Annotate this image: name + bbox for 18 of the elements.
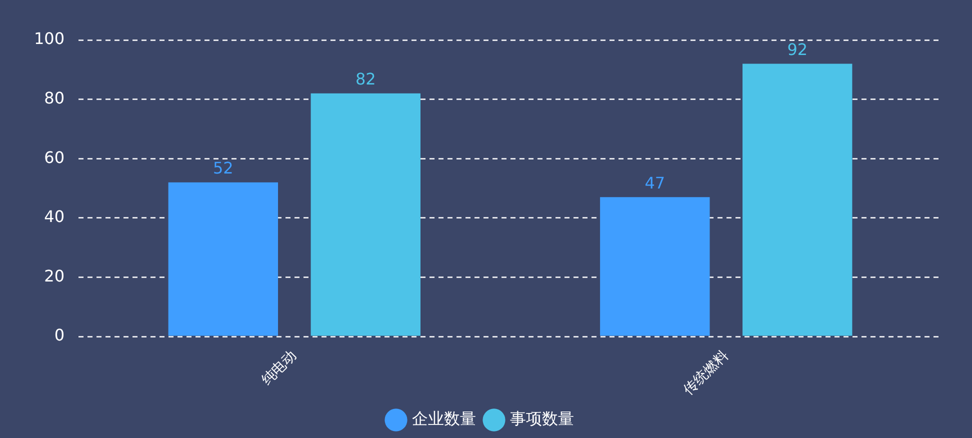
bar: [600, 197, 710, 336]
y-tick-label: 80: [44, 88, 65, 108]
bar: [742, 64, 852, 336]
data-label: 52: [212, 158, 234, 178]
legend-label: 企业数量: [412, 409, 476, 428]
bar: [168, 182, 278, 336]
y-tick-label: 40: [44, 207, 65, 226]
y-tick-label: 60: [44, 148, 65, 167]
bar: [310, 93, 420, 336]
x-tick-label: 纯电动: [258, 348, 300, 389]
x-tick-label: 传统燃料: [680, 348, 732, 398]
y-tick-label: 20: [44, 266, 65, 286]
data-label: 92: [787, 40, 808, 59]
y-tick-label: 0: [54, 326, 65, 345]
y-tick-label: 100: [34, 29, 65, 48]
data-label: 82: [355, 70, 376, 89]
data-label: 47: [644, 173, 666, 192]
legend-label: 事项数量: [510, 409, 574, 428]
